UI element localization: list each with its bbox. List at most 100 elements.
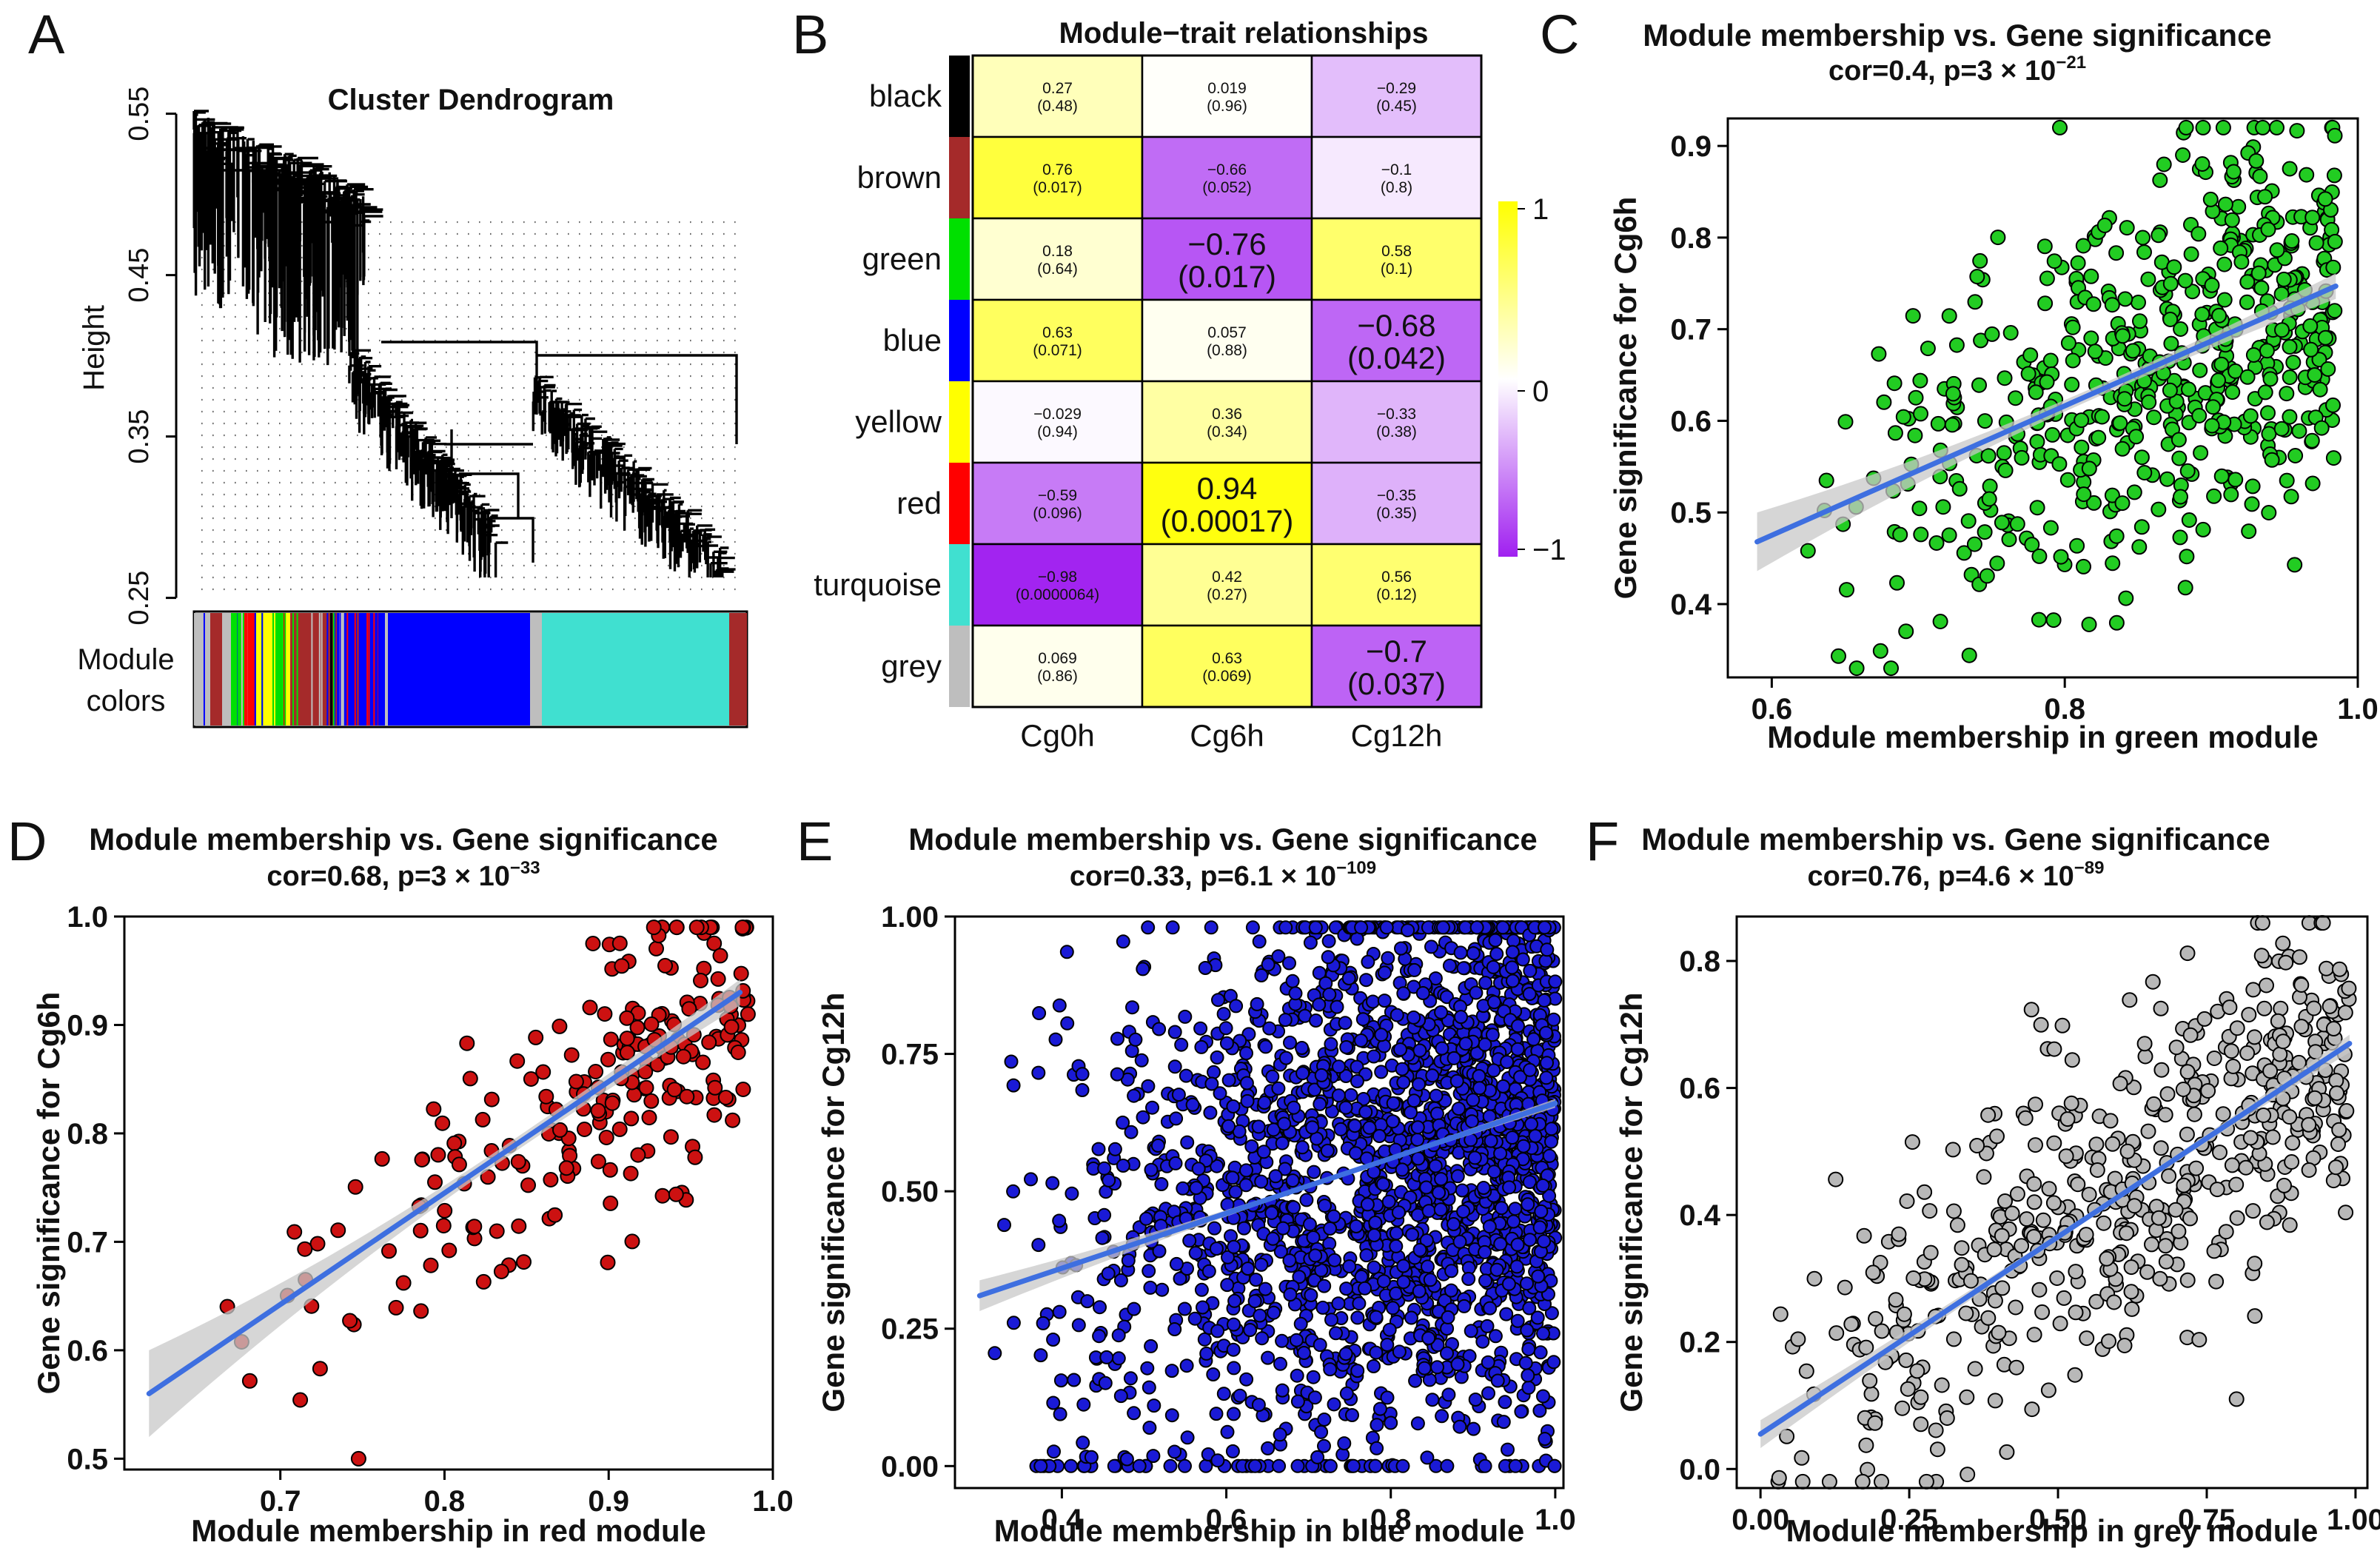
data-point — [1318, 1199, 1332, 1213]
data-point — [1268, 1169, 1283, 1184]
data-point — [2252, 168, 2268, 184]
data-point — [1295, 1041, 1310, 1055]
data-point — [2086, 495, 2102, 511]
data-point — [1167, 1059, 1182, 1074]
data-point — [2088, 1136, 2105, 1153]
data-point — [2105, 555, 2121, 572]
heatmap-cell-correlation: −0.35 — [1377, 487, 1416, 504]
data-point — [1404, 1310, 1418, 1325]
data-point — [2131, 295, 2146, 310]
data-point — [1440, 1346, 1454, 1361]
data-point — [1828, 1325, 1845, 1341]
data-point — [1928, 535, 1945, 551]
data-point — [1472, 1081, 1487, 1096]
panel-letter-f: F — [1586, 811, 1619, 872]
data-point — [2217, 196, 2233, 212]
data-point — [1075, 1067, 1090, 1082]
data-point — [2037, 238, 2053, 255]
data-point — [2166, 259, 2182, 275]
panel-letter-a: A — [28, 4, 65, 65]
data-point — [516, 1254, 532, 1270]
data-point — [1464, 1324, 1478, 1339]
data-point — [1099, 1350, 1114, 1364]
data-point — [598, 1130, 614, 1145]
data-point — [2285, 355, 2302, 371]
data-point — [2081, 1187, 2097, 1202]
data-point — [2163, 335, 2179, 352]
module-color-segment-turquoise — [542, 613, 729, 726]
data-point — [1429, 1088, 1444, 1103]
data-point — [2213, 468, 2230, 484]
heatmap-cell — [1141, 298, 1313, 383]
data-point — [2210, 372, 2226, 389]
data-point — [1253, 1308, 1267, 1323]
data-point — [520, 1177, 536, 1193]
heatmap-cell — [971, 217, 1144, 301]
heatmap-cell — [1141, 380, 1313, 464]
data-point — [710, 971, 726, 987]
data-point — [2230, 198, 2247, 215]
data-point — [1410, 1133, 1425, 1147]
data-point — [1421, 1259, 1435, 1274]
data-point — [1435, 920, 1450, 935]
data-point — [2079, 1330, 2095, 1347]
data-point — [2239, 274, 2256, 290]
module-color-stripe — [346, 613, 349, 726]
data-point — [1178, 1458, 1192, 1473]
heatmap-legend-tick-label: 0 — [1532, 375, 1549, 408]
data-point — [602, 1162, 618, 1178]
data-point — [1961, 647, 1977, 663]
data-point — [1278, 1051, 1293, 1065]
data-point — [1374, 1028, 1389, 1042]
data-point — [1510, 1042, 1525, 1056]
data-point — [1292, 1270, 1307, 1284]
data-point — [2279, 472, 2295, 489]
heatmap-cell-correlation: 0.069 — [1038, 650, 1077, 667]
x-axis-label: Module membership in grey module — [1786, 1513, 2319, 1548]
data-point — [1305, 1120, 1320, 1135]
data-point — [2211, 307, 2228, 324]
data-point — [1369, 1310, 1384, 1324]
data-point — [2131, 539, 2148, 555]
data-point — [1210, 1159, 1224, 1173]
data-point — [2112, 1076, 2128, 1092]
x-axis-label: Module membership in blue module — [994, 1513, 1524, 1548]
data-point — [1339, 1386, 1354, 1401]
data-point — [1313, 1338, 1327, 1353]
data-point — [1505, 1130, 1520, 1145]
data-point — [2272, 1046, 2288, 1062]
data-point — [1865, 1264, 1881, 1281]
data-point — [309, 1236, 326, 1252]
data-point — [1500, 1055, 1515, 1069]
data-point — [1958, 1305, 1974, 1321]
data-point — [2307, 367, 2323, 383]
y-tick-label: 0.2 — [1679, 1327, 1720, 1359]
data-point — [2299, 167, 2315, 183]
heatmap-cell — [1141, 461, 1313, 546]
heatmap-legend-bar — [1498, 201, 1518, 557]
data-point — [1233, 1388, 1247, 1403]
heatmap-cell-pvalue: (0.071) — [1033, 342, 1082, 359]
data-point — [1207, 1065, 1221, 1079]
data-point — [1209, 1242, 1224, 1256]
data-point — [1534, 1204, 1549, 1219]
data-point — [2031, 612, 2047, 628]
data-point — [2039, 374, 2055, 390]
data-point — [1321, 950, 1335, 965]
data-point — [1247, 1294, 1262, 1309]
data-point — [1080, 1294, 1095, 1309]
data-point — [1199, 1346, 1214, 1361]
data-point — [1349, 1219, 1364, 1233]
data-point — [1312, 965, 1327, 980]
y-tick-label: 0.00 — [881, 1450, 939, 1483]
data-point — [1288, 986, 1303, 1001]
plot-title: Module membership vs. Gene significance — [89, 822, 718, 857]
data-point — [2327, 303, 2343, 319]
data-point — [1405, 1227, 1420, 1242]
data-point — [1154, 1177, 1169, 1191]
heatmap-cell-correlation: −0.59 — [1038, 487, 1077, 504]
data-point — [1128, 1032, 1143, 1047]
data-point — [2339, 1103, 2355, 1119]
data-point — [2244, 496, 2260, 512]
data-point — [1243, 1323, 1258, 1337]
